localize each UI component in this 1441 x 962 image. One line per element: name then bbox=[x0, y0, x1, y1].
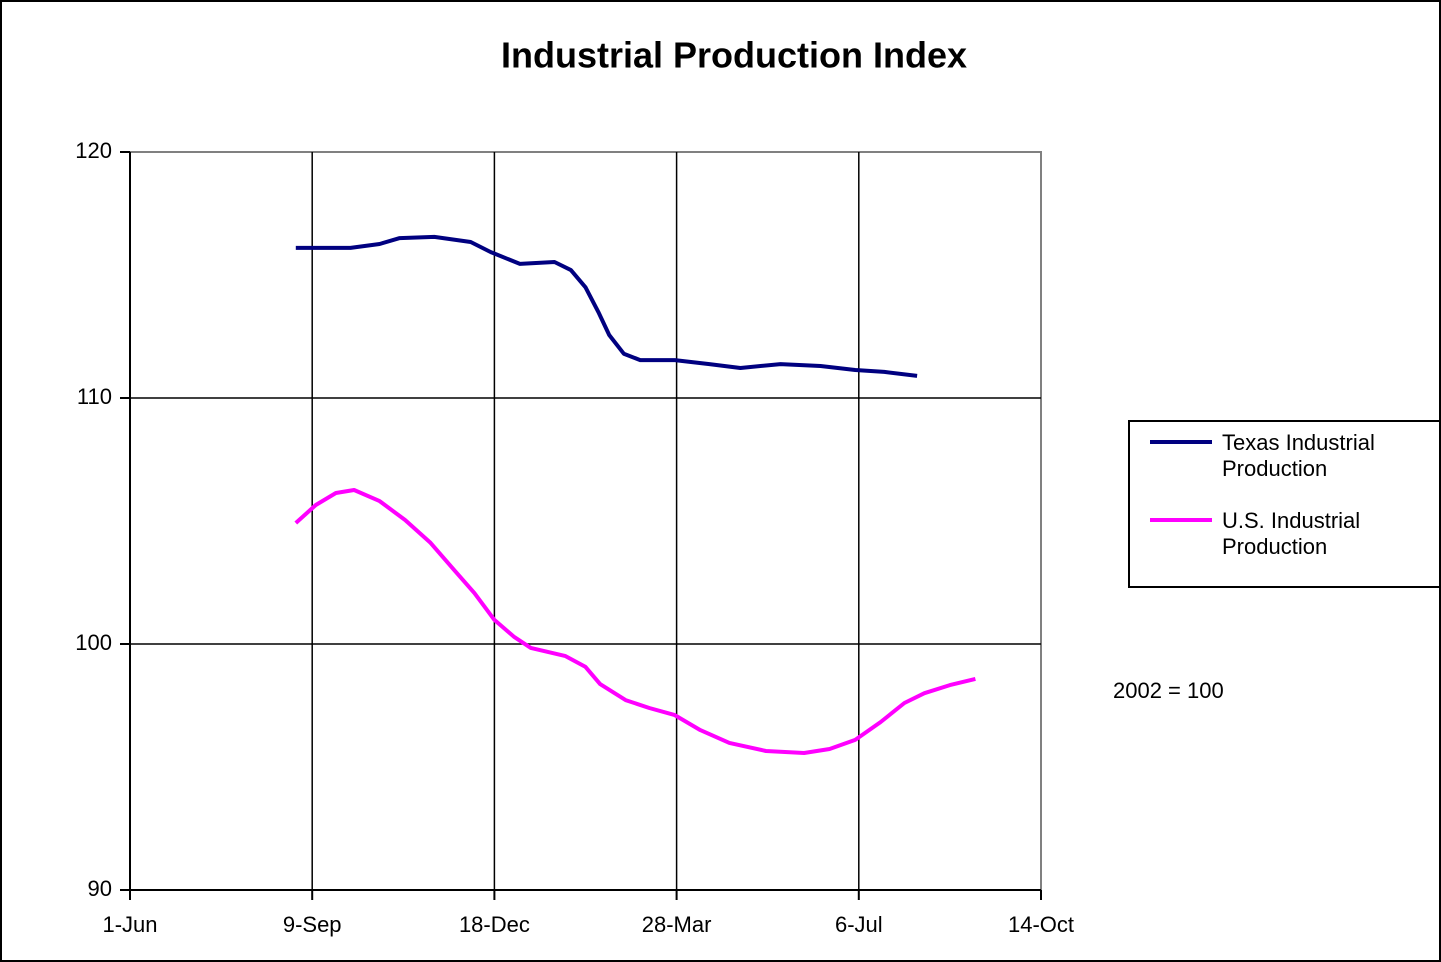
legend-swatch bbox=[1150, 440, 1212, 444]
y-tick-label: 120 bbox=[75, 138, 112, 163]
x-tick-label: 28-Mar bbox=[642, 912, 712, 937]
series-line bbox=[294, 488, 976, 755]
x-tick-label: 14-Oct bbox=[1008, 912, 1074, 937]
legend-label: Texas Industrial Production bbox=[1222, 430, 1375, 481]
x-tick-label: 6-Jul bbox=[835, 912, 883, 937]
legend: Texas Industrial Production U.S. Industri… bbox=[1128, 420, 1439, 588]
series-line bbox=[295, 234, 918, 378]
y-tick-label: 100 bbox=[75, 630, 112, 655]
x-tick-label: 1-Jun bbox=[102, 912, 157, 937]
y-tick-label: 90 bbox=[88, 876, 112, 901]
x-tick-label: 9-Sep bbox=[283, 912, 342, 937]
annotation: 2002 = 100 bbox=[1113, 678, 1224, 703]
chart-title: Industrial Production Index bbox=[501, 35, 967, 76]
y-tick-label: 110 bbox=[77, 384, 112, 409]
plot-area bbox=[129, 151, 1042, 891]
x-tick-label: 18-Dec bbox=[459, 912, 530, 937]
legend-label: U.S. Industrial Production bbox=[1222, 508, 1361, 559]
legend-swatch bbox=[1150, 518, 1212, 522]
